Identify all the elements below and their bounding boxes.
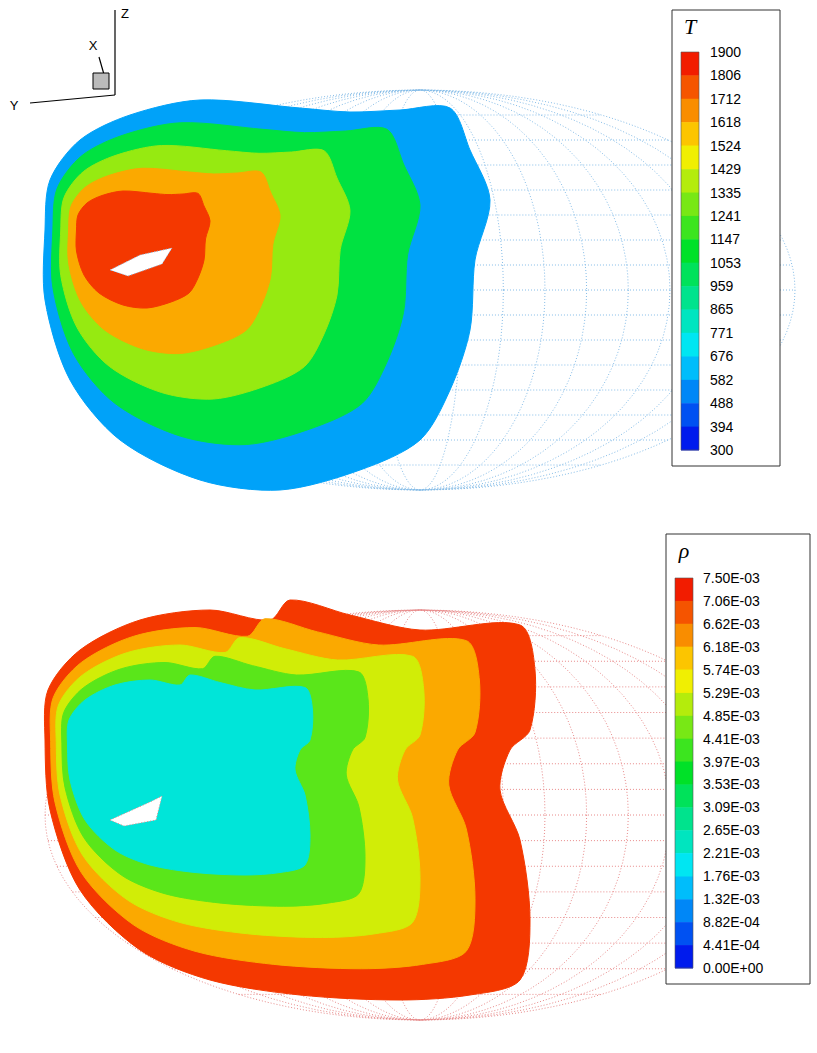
svg-text:488: 488 (710, 395, 734, 411)
svg-text:5.74E-03: 5.74E-03 (703, 662, 760, 678)
svg-text:2.65E-03: 2.65E-03 (703, 822, 760, 838)
svg-text:582: 582 (710, 372, 734, 388)
svg-text:7.50E-03: 7.50E-03 (703, 570, 760, 586)
svg-text:ρ: ρ (678, 538, 690, 563)
svg-text:1241: 1241 (710, 208, 741, 224)
svg-text:1900: 1900 (710, 44, 741, 60)
svg-text:2.21E-03: 2.21E-03 (703, 845, 760, 861)
svg-text:4.85E-03: 4.85E-03 (703, 708, 760, 724)
svg-text:0.00E+00: 0.00E+00 (703, 960, 764, 976)
svg-text:959: 959 (710, 278, 734, 294)
svg-text:1.76E-03: 1.76E-03 (703, 868, 760, 884)
svg-text:1712: 1712 (710, 91, 741, 107)
svg-text:7.06E-03: 7.06E-03 (703, 593, 760, 609)
svg-text:1.32E-03: 1.32E-03 (703, 891, 760, 907)
svg-text:1524: 1524 (710, 138, 741, 154)
svg-text:300: 300 (710, 442, 734, 458)
svg-text:394: 394 (710, 419, 734, 435)
svg-text:1053: 1053 (710, 255, 741, 271)
svg-text:5.29E-03: 5.29E-03 (703, 685, 760, 701)
svg-text:4.41E-03: 4.41E-03 (703, 731, 760, 747)
svg-text:1618: 1618 (710, 114, 741, 130)
svg-text:Z: Z (121, 6, 129, 21)
svg-text:1806: 1806 (710, 67, 741, 83)
svg-text:771: 771 (710, 325, 734, 341)
svg-text:Y: Y (10, 98, 19, 113)
svg-text:865: 865 (710, 301, 734, 317)
svg-text:T: T (684, 14, 698, 39)
svg-text:3.97E-03: 3.97E-03 (703, 754, 760, 770)
svg-text:6.18E-03: 6.18E-03 (703, 639, 760, 655)
svg-text:6.62E-03: 6.62E-03 (703, 616, 760, 632)
svg-text:1335: 1335 (710, 185, 741, 201)
svg-text:1147: 1147 (710, 231, 740, 247)
svg-text:1429: 1429 (710, 161, 741, 177)
svg-text:8.82E-04: 8.82E-04 (703, 914, 760, 930)
svg-text:676: 676 (710, 348, 734, 364)
svg-text:3.53E-03: 3.53E-03 (703, 776, 760, 792)
svg-text:X: X (89, 38, 98, 53)
svg-text:4.41E-04: 4.41E-04 (703, 937, 760, 953)
svg-text:3.09E-03: 3.09E-03 (703, 799, 760, 815)
